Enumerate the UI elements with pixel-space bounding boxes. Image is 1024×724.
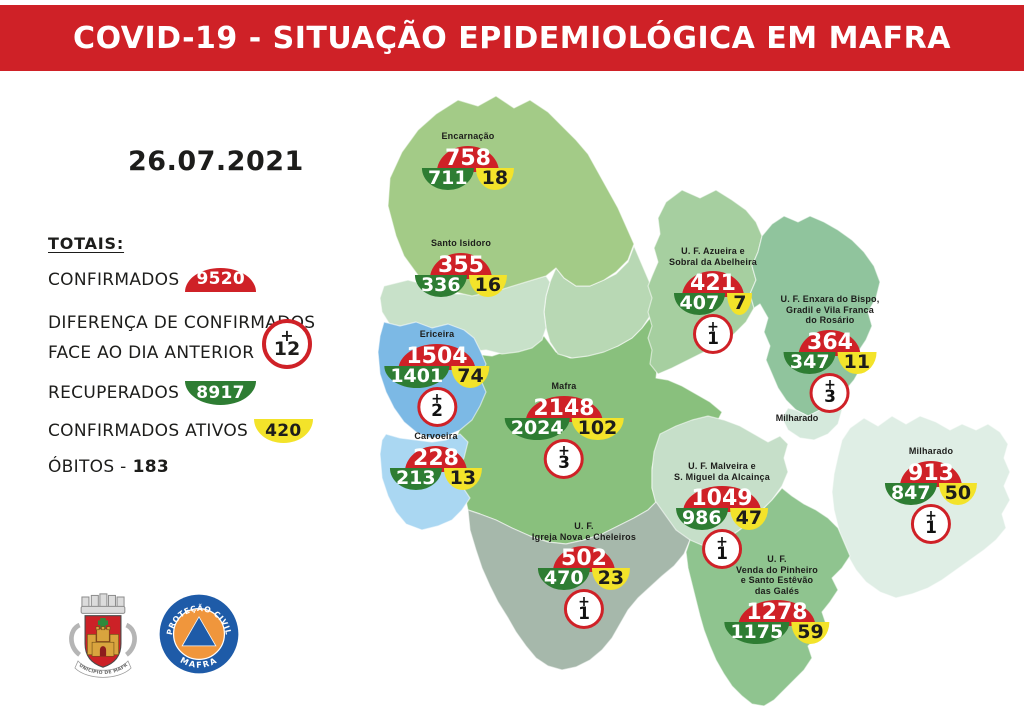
civil-protection-triangle-icon — [181, 615, 217, 647]
active-badge: 18 — [475, 167, 515, 190]
active-badge: 23 — [591, 568, 631, 590]
confirmed-badge: 355 — [430, 252, 492, 279]
recovered-badge: 847 — [884, 482, 937, 505]
confirmed-badge: 421 — [682, 271, 744, 297]
confirmed-badge: 1278 — [738, 600, 816, 626]
region-stats-ericeira: Ericeira 1504 1401 74 +2 — [384, 329, 490, 427]
castle-door — [99, 646, 107, 657]
deaths-delta-badge: +1 — [563, 589, 604, 629]
region-name: Ericeira — [419, 329, 455, 339]
active-total-label: CONFIRMADOS ATIVOS — [48, 421, 249, 441]
confirmed-badge: 1049 — [683, 486, 761, 512]
confirmed-badge: 364 — [799, 329, 861, 356]
region-name: U. F. Malveira e S. Miguel da Alcainça — [674, 461, 770, 482]
active-badge: 7 — [727, 293, 753, 315]
mural-crown-icon — [80, 593, 126, 614]
recovered-badge: 213 — [389, 467, 442, 490]
active-badge: 59 — [791, 622, 830, 644]
recovered-badge: 986 — [675, 508, 728, 530]
confirmed-badge: 1504 — [398, 343, 476, 370]
region-name: Santo Isidoro — [430, 238, 492, 248]
recovered-badge: 336 — [414, 274, 467, 297]
diff-value: 12 — [273, 338, 301, 360]
region-stats-carvoeira: Carvoeira 228 213 13 — [389, 431, 483, 490]
recovered-badge: 407 — [673, 293, 726, 315]
deaths-delta-badge: +3 — [809, 372, 850, 413]
recovered-badge: 1401 — [384, 365, 450, 388]
deaths-total-label: ÓBITOS - — [48, 457, 127, 477]
region-stats-venda-pinheiro: U. F. Venda do Pinheiro e Santo Estêvão … — [724, 554, 830, 644]
ribbon — [74, 660, 132, 678]
region-stats-igreja-nova: U. F. Igreja Nova e Cheleiros 502 470 23 … — [532, 521, 636, 629]
active-badge: 13 — [443, 467, 483, 490]
region-name: U. F. Azueira e Sobral da Abelheira — [669, 246, 757, 267]
active-total-badge: 420 — [254, 419, 313, 443]
region-stats-enxara: U. F. Enxara do Bispo, Gradil e Vila Fra… — [781, 294, 880, 413]
confirmed-badge: 2148 — [525, 395, 603, 422]
region-name: U. F. Venda do Pinheiro e Santo Estêvão … — [736, 554, 818, 596]
active-badge: 16 — [468, 274, 508, 297]
deaths-total-value: 183 — [132, 457, 169, 477]
deaths-delta-badge: +1 — [702, 529, 742, 569]
recovered-badge: 1175 — [724, 622, 790, 644]
diff-line1-text: DIFERENÇA DE CONFIRMADOS — [48, 313, 316, 333]
confirmed-badge: 502 — [553, 546, 615, 572]
mafra-coat-of-arms-logo: MUNICÍPIO DE MAFRA — [64, 586, 137, 678]
active-badge: 74 — [451, 365, 490, 388]
castle-icon — [87, 626, 119, 657]
active-badge: 102 — [571, 417, 624, 440]
region-stats-mafra: Mafra 2148 2024 102 +3 — [504, 381, 624, 479]
deaths-delta-badge: +3 — [544, 438, 584, 479]
recovered-badge: 2024 — [504, 417, 570, 440]
region-name: Mafra — [551, 381, 577, 391]
recovered-badge: 711 — [421, 167, 474, 190]
plus-sign: + — [280, 326, 294, 345]
confirmed-badge: 913 — [900, 460, 962, 487]
milharado-enclave-label: Milharado — [775, 413, 819, 423]
recovered-total-badge: 8917 — [185, 381, 256, 405]
recovered-badge: 470 — [537, 568, 590, 590]
region-name: U. F. Enxara do Bispo, Gradil e Vila Fra… — [780, 294, 880, 325]
green-cross-icon — [97, 618, 109, 629]
totals-heading: TOTAIS: — [48, 234, 125, 253]
scroll-left — [69, 622, 82, 657]
region-stats-santo-isidoro: Santo Isidoro 355 336 16 — [414, 238, 508, 297]
deaths-delta-badge: +1 — [911, 503, 951, 544]
confirmed-total-label: CONFIRMADOS — [48, 270, 180, 290]
recovered-badge: 347 — [783, 351, 836, 374]
header-banner: COVID-19 - SITUAÇÃO EPIDEMIOLÓGICA EM MA… — [0, 5, 1024, 71]
report-date: 26.07.2021 — [128, 146, 304, 177]
recovered-total-row: RECUPERADOS 8917 — [48, 381, 256, 405]
confirmed-total-badge: 9520 — [185, 268, 256, 292]
deaths-total-row: ÓBITOS - 183 — [48, 457, 169, 477]
region-name: Encarnação — [441, 131, 495, 141]
protecao-civil-logo: PROTEÇÃO CIVIL MAFRA — [159, 594, 239, 674]
deaths-delta-badge: +2 — [417, 386, 457, 427]
diff-label-line1: DIFERENÇA DE CONFIRMADOS — [48, 313, 315, 333]
page-title: COVID-19 - SITUAÇÃO EPIDEMIOLÓGICA EM MA… — [73, 20, 951, 56]
region-name: Carvoeira — [414, 431, 458, 441]
active-badge: 11 — [837, 351, 877, 374]
active-badge: 50 — [938, 482, 978, 505]
confirmed-total-row: CONFIRMADOS 9520 — [48, 268, 256, 292]
confirmed-badge: 228 — [405, 445, 467, 472]
region-stats-milharado: Milharado 913 847 50 +1 — [884, 446, 978, 544]
recovered-total-label: RECUPERADOS — [48, 383, 180, 403]
deaths-delta-badge: +1 — [693, 314, 733, 354]
diff-line2-text: FACE AO DIA ANTERIOR — [48, 343, 255, 363]
diff-delta-badge: + 12 — [262, 319, 312, 369]
region-stats-azueira: U. F. Azueira e Sobral da Abelheira 421 … — [669, 246, 757, 354]
scroll-right — [124, 622, 137, 657]
active-badge: 47 — [729, 508, 769, 530]
region-stats-malveira: U. F. Malveira e S. Miguel da Alcainça 1… — [674, 461, 770, 569]
logo-bottom-text: MAFRA — [179, 655, 220, 670]
region-name: Milharado — [908, 446, 954, 456]
region-name: U. F. Igreja Nova e Cheleiros — [531, 521, 637, 542]
diff-label-line2: FACE AO DIA ANTERIOR — [48, 343, 254, 363]
confirmed-badge: 758 — [437, 145, 499, 172]
active-total-row: CONFIRMADOS ATIVOS 420 — [48, 419, 313, 443]
region-stats-encarnacao: Encarnação 758 711 18 — [421, 131, 515, 190]
